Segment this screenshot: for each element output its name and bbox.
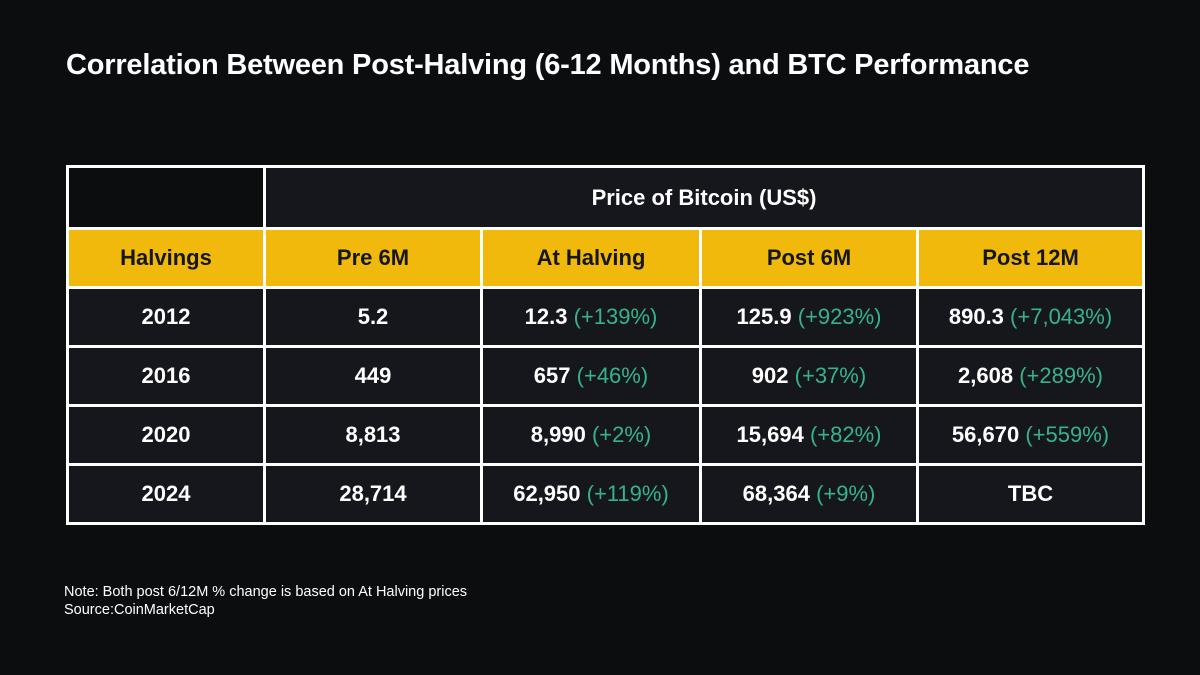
post-6m-value: 15,694 <box>736 422 804 447</box>
halving-year: 2012 <box>66 286 266 348</box>
table-row: 2012 5.2 12.3 (+139%) 125.9 (+923%) 890.… <box>66 286 1146 348</box>
halving-year: 2016 <box>66 345 266 407</box>
source-text: Source:CoinMarketCap <box>64 602 215 618</box>
post-12m-cell: 890.3 (+7,043%) <box>915 286 1146 348</box>
at-halving-change: (+139%) <box>573 304 658 329</box>
post-12m-value: 890.3 <box>948 304 1004 329</box>
btc-halving-table: Price of Bitcoin (US$) Halvings Pre 6M A… <box>66 165 1146 525</box>
post-6m-cell: 15,694 (+82%) <box>699 404 919 466</box>
at-halving-cell: 8,990 (+2%) <box>480 404 702 466</box>
post-6m-change: (+37%) <box>794 363 867 388</box>
post-12m-change: (+289%) <box>1019 363 1103 388</box>
post-6m-cell: 125.9 (+923%) <box>699 286 919 348</box>
at-halving-change: (+2%) <box>591 422 652 447</box>
halving-year: 2024 <box>66 463 266 525</box>
post-12m-cell: 56,670 (+559%) <box>915 404 1146 466</box>
post-6m-value: 902 <box>751 363 789 388</box>
post-6m-change: (+82%) <box>809 422 882 447</box>
pre-6m-value: 5.2 <box>263 286 483 348</box>
table-row: 2024 28,714 62,950 (+119%) 68,364 (+9%) … <box>66 463 1146 525</box>
column-header: Post 12M <box>915 227 1146 289</box>
corner-cell <box>66 165 266 230</box>
post-12m-value: 2,608 <box>958 363 1014 388</box>
post-12m-cell: TBC <box>915 463 1146 525</box>
post-12m-value: TBC <box>1007 481 1054 506</box>
at-halving-value: 62,950 <box>513 481 581 506</box>
at-halving-cell: 657 (+46%) <box>480 345 702 407</box>
group-header: Price of Bitcoin (US$) <box>262 165 1146 230</box>
chart-title: Correlation Between Post-Halving (6-12 M… <box>66 49 1030 81</box>
post-12m-change: (+7,043%) <box>1010 304 1113 329</box>
column-header: Post 6M <box>699 227 919 289</box>
at-halving-value: 8,990 <box>530 422 586 447</box>
table-row: 2016 449 657 (+46%) 902 (+37%) 2,608 (+2… <box>66 345 1146 407</box>
column-header: Halvings <box>66 227 266 289</box>
halving-year: 2020 <box>66 404 266 466</box>
at-halving-change: (+119%) <box>586 481 669 506</box>
pre-6m-value: 8,813 <box>263 404 483 466</box>
at-halving-value: 657 <box>533 363 571 388</box>
column-header: Pre 6M <box>263 227 483 289</box>
note-text: Note: Both post 6/12M % change is based … <box>64 584 468 600</box>
post-6m-cell: 902 (+37%) <box>699 345 919 407</box>
post-12m-cell: 2,608 (+289%) <box>915 345 1146 407</box>
column-header: At Halving <box>480 227 702 289</box>
table-row: 2020 8,813 8,990 (+2%) 15,694 (+82%) 56,… <box>66 404 1146 466</box>
pre-6m-value: 28,714 <box>263 463 483 525</box>
at-halving-cell: 62,950 (+119%) <box>480 463 702 525</box>
post-6m-change: (+923%) <box>797 304 882 329</box>
at-halving-cell: 12.3 (+139%) <box>480 286 702 348</box>
post-12m-value: 56,670 <box>951 422 1020 447</box>
at-halving-change: (+46%) <box>576 363 649 388</box>
post-6m-cell: 68,364 (+9%) <box>699 463 919 525</box>
at-halving-value: 12.3 <box>524 304 568 329</box>
footnotes: Note: Both post 6/12M % change is based … <box>64 583 467 619</box>
post-6m-value: 125.9 <box>736 304 792 329</box>
post-6m-change: (+9%) <box>816 481 876 506</box>
post-6m-value: 68,364 <box>742 481 810 506</box>
pre-6m-value: 449 <box>263 345 483 407</box>
post-12m-change: (+559%) <box>1025 422 1110 447</box>
